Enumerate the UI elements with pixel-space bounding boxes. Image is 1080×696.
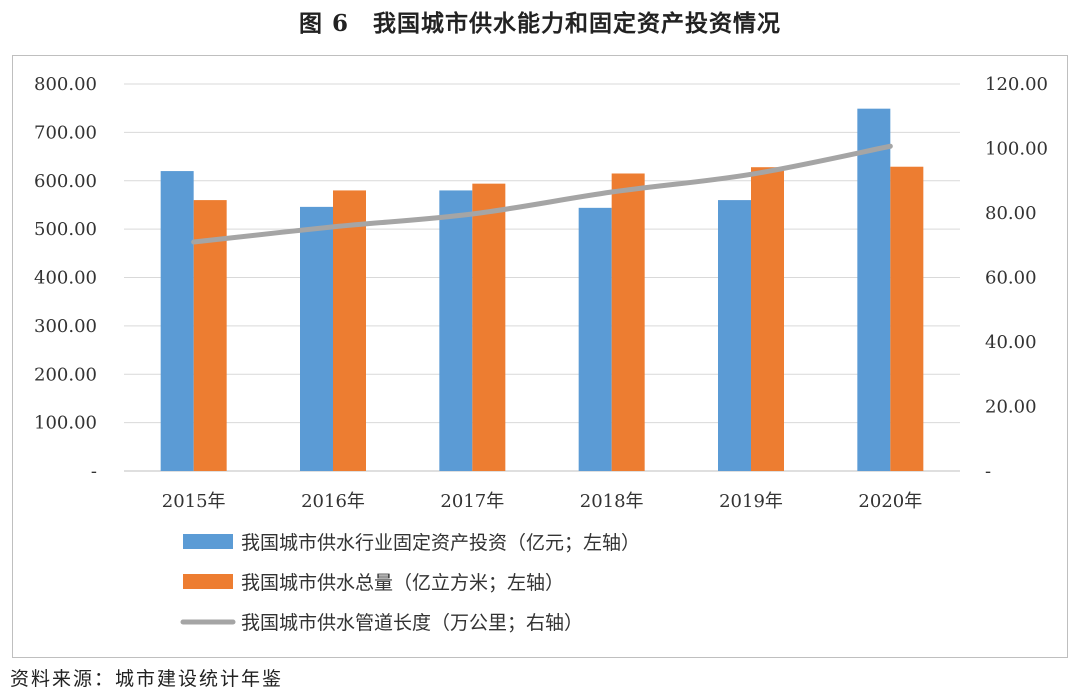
x-tick-label: 2019年 [719, 491, 783, 512]
bar-supply [890, 166, 924, 471]
y-left-tick-label: 100.00 [34, 413, 97, 434]
chart-svg: - 100.00 200.00 300.00 400.00 500.00 600.00 700… [34, 74, 1048, 634]
bar-supply [193, 200, 227, 471]
legend-label-investment: 我国城市供水行业固定资产投资（亿元；左轴） [241, 532, 640, 554]
x-tick-label: 2015年 [162, 491, 226, 512]
chart-frame: - 100.00 200.00 300.00 400.00 500.00 600.00 700… [12, 55, 1068, 658]
y-right-tick-label: 60.00 [985, 268, 1037, 289]
y-left-tick-label: 800.00 [34, 74, 97, 95]
y-left-tick-label: 600.00 [34, 171, 97, 192]
bar-supply [472, 183, 506, 471]
bar-investment [160, 171, 194, 471]
legend-label-pipeline: 我国城市供水管道长度（万公里；右轴） [241, 612, 583, 634]
x-tick-label: 2020年 [858, 491, 922, 512]
bar-investment [857, 108, 891, 471]
bar-investment [300, 206, 333, 471]
bar-supply [333, 190, 366, 472]
chart-title: 图 6 我国城市供水能力和固定资产投资情况 [298, 10, 781, 37]
legend-swatch-supply [183, 574, 233, 589]
bar-supply [611, 173, 645, 471]
y-left-tick-label: 400.00 [34, 268, 97, 289]
legend-swatch-investment [183, 534, 233, 549]
y-right-tick-label: 120.00 [985, 74, 1048, 95]
y-left-tick-label: 500.00 [34, 219, 97, 240]
y-right-tick-label: 80.00 [985, 203, 1037, 224]
y-left-tick-label: 700.00 [34, 122, 97, 143]
bar-investment [439, 190, 473, 472]
y-left-tick-label: - [91, 461, 97, 482]
bar-investment [578, 207, 612, 471]
x-tick-label: 2016年 [301, 491, 365, 512]
y-left-tick-label: 200.00 [34, 364, 97, 385]
line-pipeline [191, 143, 893, 245]
source-note: 资料来源：城市建设统计年鉴 [10, 668, 284, 690]
x-tick-label: 2018年 [580, 491, 644, 512]
bar-investment [718, 200, 751, 471]
bar-supply [751, 167, 784, 471]
legend-label-supply: 我国城市供水总量（亿立方米；左轴） [241, 572, 564, 594]
x-tick-label: 2017年 [440, 491, 504, 512]
y-right-tick-label: - [985, 461, 991, 482]
y-left-tick-label: 300.00 [34, 316, 97, 337]
y-right-tick-label: 100.00 [985, 139, 1048, 160]
y-right-tick-label: 40.00 [985, 332, 1037, 353]
y-right-tick-label: 20.00 [985, 397, 1037, 418]
